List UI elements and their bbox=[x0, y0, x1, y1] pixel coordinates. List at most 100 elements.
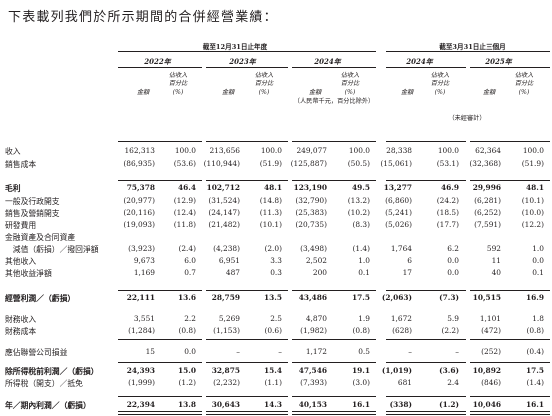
table-rule bbox=[206, 141, 288, 142]
row-amount-cell: 10,892 bbox=[472, 366, 501, 375]
table-rule bbox=[470, 339, 550, 340]
year-2025-q: 2025年 bbox=[485, 57, 512, 66]
row-amount-cell: 17 bbox=[402, 268, 412, 277]
row-amount-cell: (20,116) bbox=[123, 208, 155, 217]
table-rule bbox=[206, 180, 288, 181]
row-percent-cell: (10.1) bbox=[259, 220, 282, 229]
row-percent-cell: 13.8 bbox=[177, 400, 196, 409]
row-percent-cell: (53.1) bbox=[436, 159, 459, 168]
row-amount-cell: (7,393) bbox=[300, 378, 327, 387]
row-percent-cell: 17.5 bbox=[351, 293, 370, 302]
row-amount-cell: 15 bbox=[145, 347, 155, 356]
row-percent-cell: (12.9) bbox=[173, 196, 196, 205]
row-percent-cell: – bbox=[455, 347, 459, 356]
row-percent-cell: 0.5 bbox=[358, 347, 370, 356]
row-label: 其他收入 bbox=[5, 257, 37, 266]
row-percent-cell: 0.0 bbox=[447, 268, 459, 277]
row-percent-cell: (8.3) bbox=[352, 220, 370, 229]
row-percent-cell: 100.0 bbox=[437, 146, 459, 155]
row-amount-cell: (846) bbox=[481, 378, 501, 387]
row-percent-cell: (1.2) bbox=[439, 400, 459, 409]
table-rule bbox=[470, 180, 550, 181]
row-amount-cell: (20,977) bbox=[123, 196, 155, 205]
row-percent-cell: (2.2) bbox=[441, 326, 459, 335]
row-percent-cell: (12.4) bbox=[173, 208, 196, 217]
row-amount-cell: 24,393 bbox=[126, 366, 155, 375]
row-amount-cell: (338) bbox=[389, 400, 412, 409]
row-percent-cell: 2.4 bbox=[447, 378, 459, 387]
row-percent-cell: (7.3) bbox=[439, 293, 459, 302]
row-percent-cell: (2.0) bbox=[264, 244, 282, 253]
row-label: 應佔聯營公司損益 bbox=[5, 348, 68, 357]
row-amount-cell: (2,232) bbox=[213, 378, 240, 387]
row-amount-cell: (628) bbox=[392, 326, 412, 335]
table-rule bbox=[386, 290, 466, 291]
row-percent-cell: (53.6) bbox=[173, 159, 196, 168]
rule-group-fiscal bbox=[118, 51, 376, 52]
year-2023: 2023年 bbox=[229, 57, 256, 66]
row-amount-cell: (6,281) bbox=[474, 196, 501, 205]
table-rule bbox=[470, 362, 550, 363]
rule-year-2024 bbox=[292, 67, 376, 68]
year-2022: 2022年 bbox=[144, 57, 171, 66]
row-label: 其他收益淨額 bbox=[5, 269, 52, 278]
table-rule bbox=[292, 290, 376, 291]
row-amount-cell: 1,672 bbox=[390, 314, 412, 323]
row-percent-cell: 0.3 bbox=[270, 268, 282, 277]
row-label: 收入 bbox=[5, 147, 21, 156]
table-rule bbox=[386, 396, 466, 397]
table-rule bbox=[292, 180, 376, 181]
row-percent-cell: 46.4 bbox=[177, 183, 196, 192]
row-amount-cell: (1,153) bbox=[213, 326, 240, 335]
row-label: 年／期內利潤／（虧損） bbox=[5, 401, 91, 410]
row-amount-cell: (3,923) bbox=[128, 244, 155, 253]
row-percent-cell: (0.6) bbox=[264, 326, 282, 335]
row-label: 減值（虧損）／撥回淨額 bbox=[5, 245, 99, 254]
row-percent-cell: 19.1 bbox=[351, 366, 370, 375]
row-percent-cell: 1.0 bbox=[358, 256, 370, 265]
table-rule bbox=[118, 396, 202, 397]
row-percent-cell: 13.6 bbox=[177, 293, 196, 302]
row-label: 一般及行政開支 bbox=[5, 197, 60, 206]
table-rule bbox=[386, 339, 466, 340]
row-percent-cell: 15.4 bbox=[263, 366, 282, 375]
row-percent-cell: (10.2) bbox=[347, 208, 370, 217]
row-amount-cell: (1,982) bbox=[300, 326, 327, 335]
year-2024: 2024年 bbox=[314, 57, 341, 66]
row-percent-cell: 1.8 bbox=[532, 314, 544, 323]
row-amount-cell: (32,368) bbox=[469, 159, 501, 168]
row-amount-cell: 102,712 bbox=[206, 183, 240, 192]
table-rule bbox=[206, 411, 288, 415]
row-amount-cell: (7,591) bbox=[474, 220, 501, 229]
table-rule bbox=[292, 411, 376, 415]
row-percent-cell: 13.5 bbox=[263, 293, 282, 302]
row-percent-cell: 100.0 bbox=[348, 146, 370, 155]
row-percent-cell: 100.0 bbox=[174, 146, 196, 155]
table-rule bbox=[292, 396, 376, 397]
row-amount-cell: 11 bbox=[491, 256, 501, 265]
row-percent-cell: (10.0) bbox=[521, 208, 544, 217]
row-amount-cell: 162,313 bbox=[124, 146, 155, 155]
row-amount-cell: (1,284) bbox=[128, 326, 155, 335]
row-amount-cell: 30,643 bbox=[211, 400, 240, 409]
row-percent-cell: (1.4) bbox=[526, 378, 544, 387]
row-amount-cell: 40,153 bbox=[298, 400, 327, 409]
row-percent-cell: 16.9 bbox=[525, 293, 544, 302]
row-amount-cell: (86,935) bbox=[123, 159, 155, 168]
row-label: 財務成本 bbox=[5, 327, 37, 336]
pct-header: 佔收入 百分比 (%) bbox=[168, 72, 188, 96]
table-rule bbox=[292, 362, 376, 363]
pct-header: 佔收入 百分比 (%) bbox=[340, 72, 360, 96]
row-percent-cell: (13.2) bbox=[347, 196, 370, 205]
unaudited-note: （未經審計） bbox=[448, 115, 486, 122]
pct-header: 佔收入 百分比 (%) bbox=[514, 72, 534, 96]
row-amount-cell: 4,870 bbox=[305, 314, 327, 323]
row-amount-cell: 249,077 bbox=[296, 146, 327, 155]
table-rule bbox=[118, 339, 202, 340]
intro-text: 下表載列我們於所示期間的合併經營業績： bbox=[8, 10, 278, 25]
amount-header: 金額 bbox=[221, 89, 235, 96]
row-percent-cell: – bbox=[278, 347, 282, 356]
row-percent-cell: (17.7) bbox=[436, 220, 459, 229]
row-percent-cell: 49.5 bbox=[351, 183, 370, 192]
